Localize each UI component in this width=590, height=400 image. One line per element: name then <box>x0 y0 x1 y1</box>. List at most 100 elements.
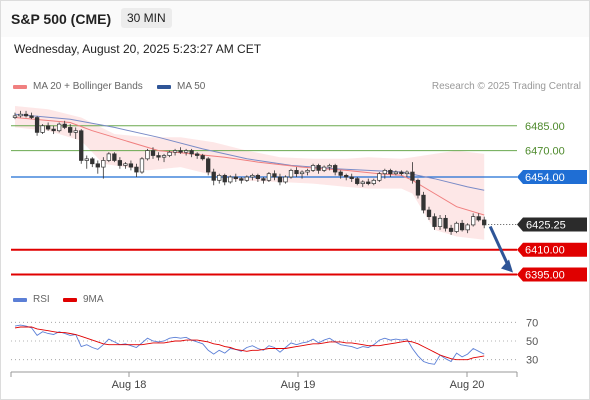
candle-down <box>211 171 216 181</box>
candle-down <box>443 217 448 229</box>
candle <box>217 173 222 184</box>
candle-down <box>222 174 227 183</box>
legend-swatch-rsi-icon <box>13 297 27 302</box>
candle-up <box>101 160 106 168</box>
candle <box>150 147 156 159</box>
candle <box>117 157 123 169</box>
candle-up <box>321 166 327 171</box>
level-label-support: 6395.00 <box>525 269 565 281</box>
candle-down <box>134 166 139 173</box>
rsi-tick-label: 30 <box>526 355 538 367</box>
candle-down <box>150 150 156 156</box>
candle <box>327 163 332 171</box>
candle-down <box>482 219 487 226</box>
research-credit: Research © 2025 Trading Central <box>431 81 581 92</box>
legend-swatch-9ma-icon <box>63 297 77 302</box>
candle <box>45 122 51 131</box>
chart-datetime: Wednesday, August 20, 2025 5:23:27 AM CE… <box>14 42 262 56</box>
candle <box>482 216 487 229</box>
ma20-line <box>14 117 485 216</box>
rsi-tick-label: 50 <box>526 336 538 348</box>
x-axis-label: Aug 18 <box>112 379 147 391</box>
candle <box>366 178 371 186</box>
rsi-9ma-line <box>14 326 485 361</box>
candle <box>156 152 161 161</box>
candle <box>178 147 183 154</box>
legend-swatch-ma20-icon <box>13 84 27 89</box>
candle <box>211 168 216 186</box>
candle-up <box>161 155 167 158</box>
x-axis-label: Aug 19 <box>281 379 316 391</box>
candle <box>244 175 249 182</box>
candle-up <box>84 158 89 161</box>
candle-up <box>299 171 305 175</box>
candle-up <box>139 158 145 173</box>
candle <box>112 152 117 163</box>
legend-label-rsi: RSI <box>33 294 50 305</box>
legend-label-ma50: MA 50 <box>177 81 206 92</box>
candle-down <box>233 176 238 180</box>
candle-down <box>195 153 200 156</box>
forecast-arrow-shaft <box>488 225 511 269</box>
candle-down <box>399 171 404 175</box>
x-axis-label: Aug 20 <box>450 379 485 391</box>
candle-down <box>239 178 244 181</box>
candle-up <box>217 174 222 181</box>
candle-down <box>156 155 161 158</box>
candle-down <box>34 117 40 133</box>
legend-swatch-ma50-icon <box>157 84 171 89</box>
candle-down <box>448 227 454 232</box>
candle-up <box>18 113 23 117</box>
candle-down <box>189 150 194 155</box>
rsi-tick-label: 70 <box>526 317 538 329</box>
candle <box>40 124 45 135</box>
candle-down <box>200 155 205 160</box>
candle-down <box>355 178 360 184</box>
candle-down <box>68 127 73 133</box>
last-price-label: 6425.25 <box>526 220 566 232</box>
candle <box>415 178 421 199</box>
candle-up <box>404 171 410 175</box>
candle <box>316 163 321 174</box>
candle <box>266 172 272 182</box>
candle-down <box>277 176 283 183</box>
level-label-pivot: 6454.00 <box>525 172 565 184</box>
candle <box>476 213 481 222</box>
forecast-arrow-head <box>501 259 513 273</box>
candle <box>73 127 78 139</box>
candle <box>233 173 238 182</box>
timeframe-badge[interactable]: 30 MIN <box>121 8 172 28</box>
instrument-title: S&P 500 (CME) <box>11 11 112 27</box>
candle-down <box>432 216 437 227</box>
candle-down <box>128 163 134 168</box>
candle-up <box>73 130 78 133</box>
candle-up <box>145 150 150 160</box>
candle-up <box>471 216 476 226</box>
candle <box>388 168 393 177</box>
level-tag-pivot <box>517 170 587 184</box>
candle-down <box>344 174 349 178</box>
candle <box>183 148 189 156</box>
legend-label-9ma: 9MA <box>83 294 104 305</box>
candle <box>404 170 410 177</box>
candle-down <box>421 194 426 211</box>
candle <box>90 157 95 168</box>
candle <box>321 165 327 173</box>
candle <box>18 110 23 118</box>
candle <box>410 162 415 184</box>
candle <box>371 178 376 186</box>
candle <box>349 173 354 182</box>
candle <box>255 173 261 182</box>
candle-down <box>338 171 343 176</box>
candle <box>222 173 227 186</box>
candle <box>228 175 233 184</box>
candle-down <box>178 150 183 153</box>
candle <box>333 163 338 176</box>
candle <box>465 223 470 234</box>
candle <box>426 206 432 220</box>
candle-down <box>261 178 266 181</box>
candle <box>200 153 205 161</box>
candle-down <box>255 174 261 180</box>
candle-up <box>57 123 62 132</box>
